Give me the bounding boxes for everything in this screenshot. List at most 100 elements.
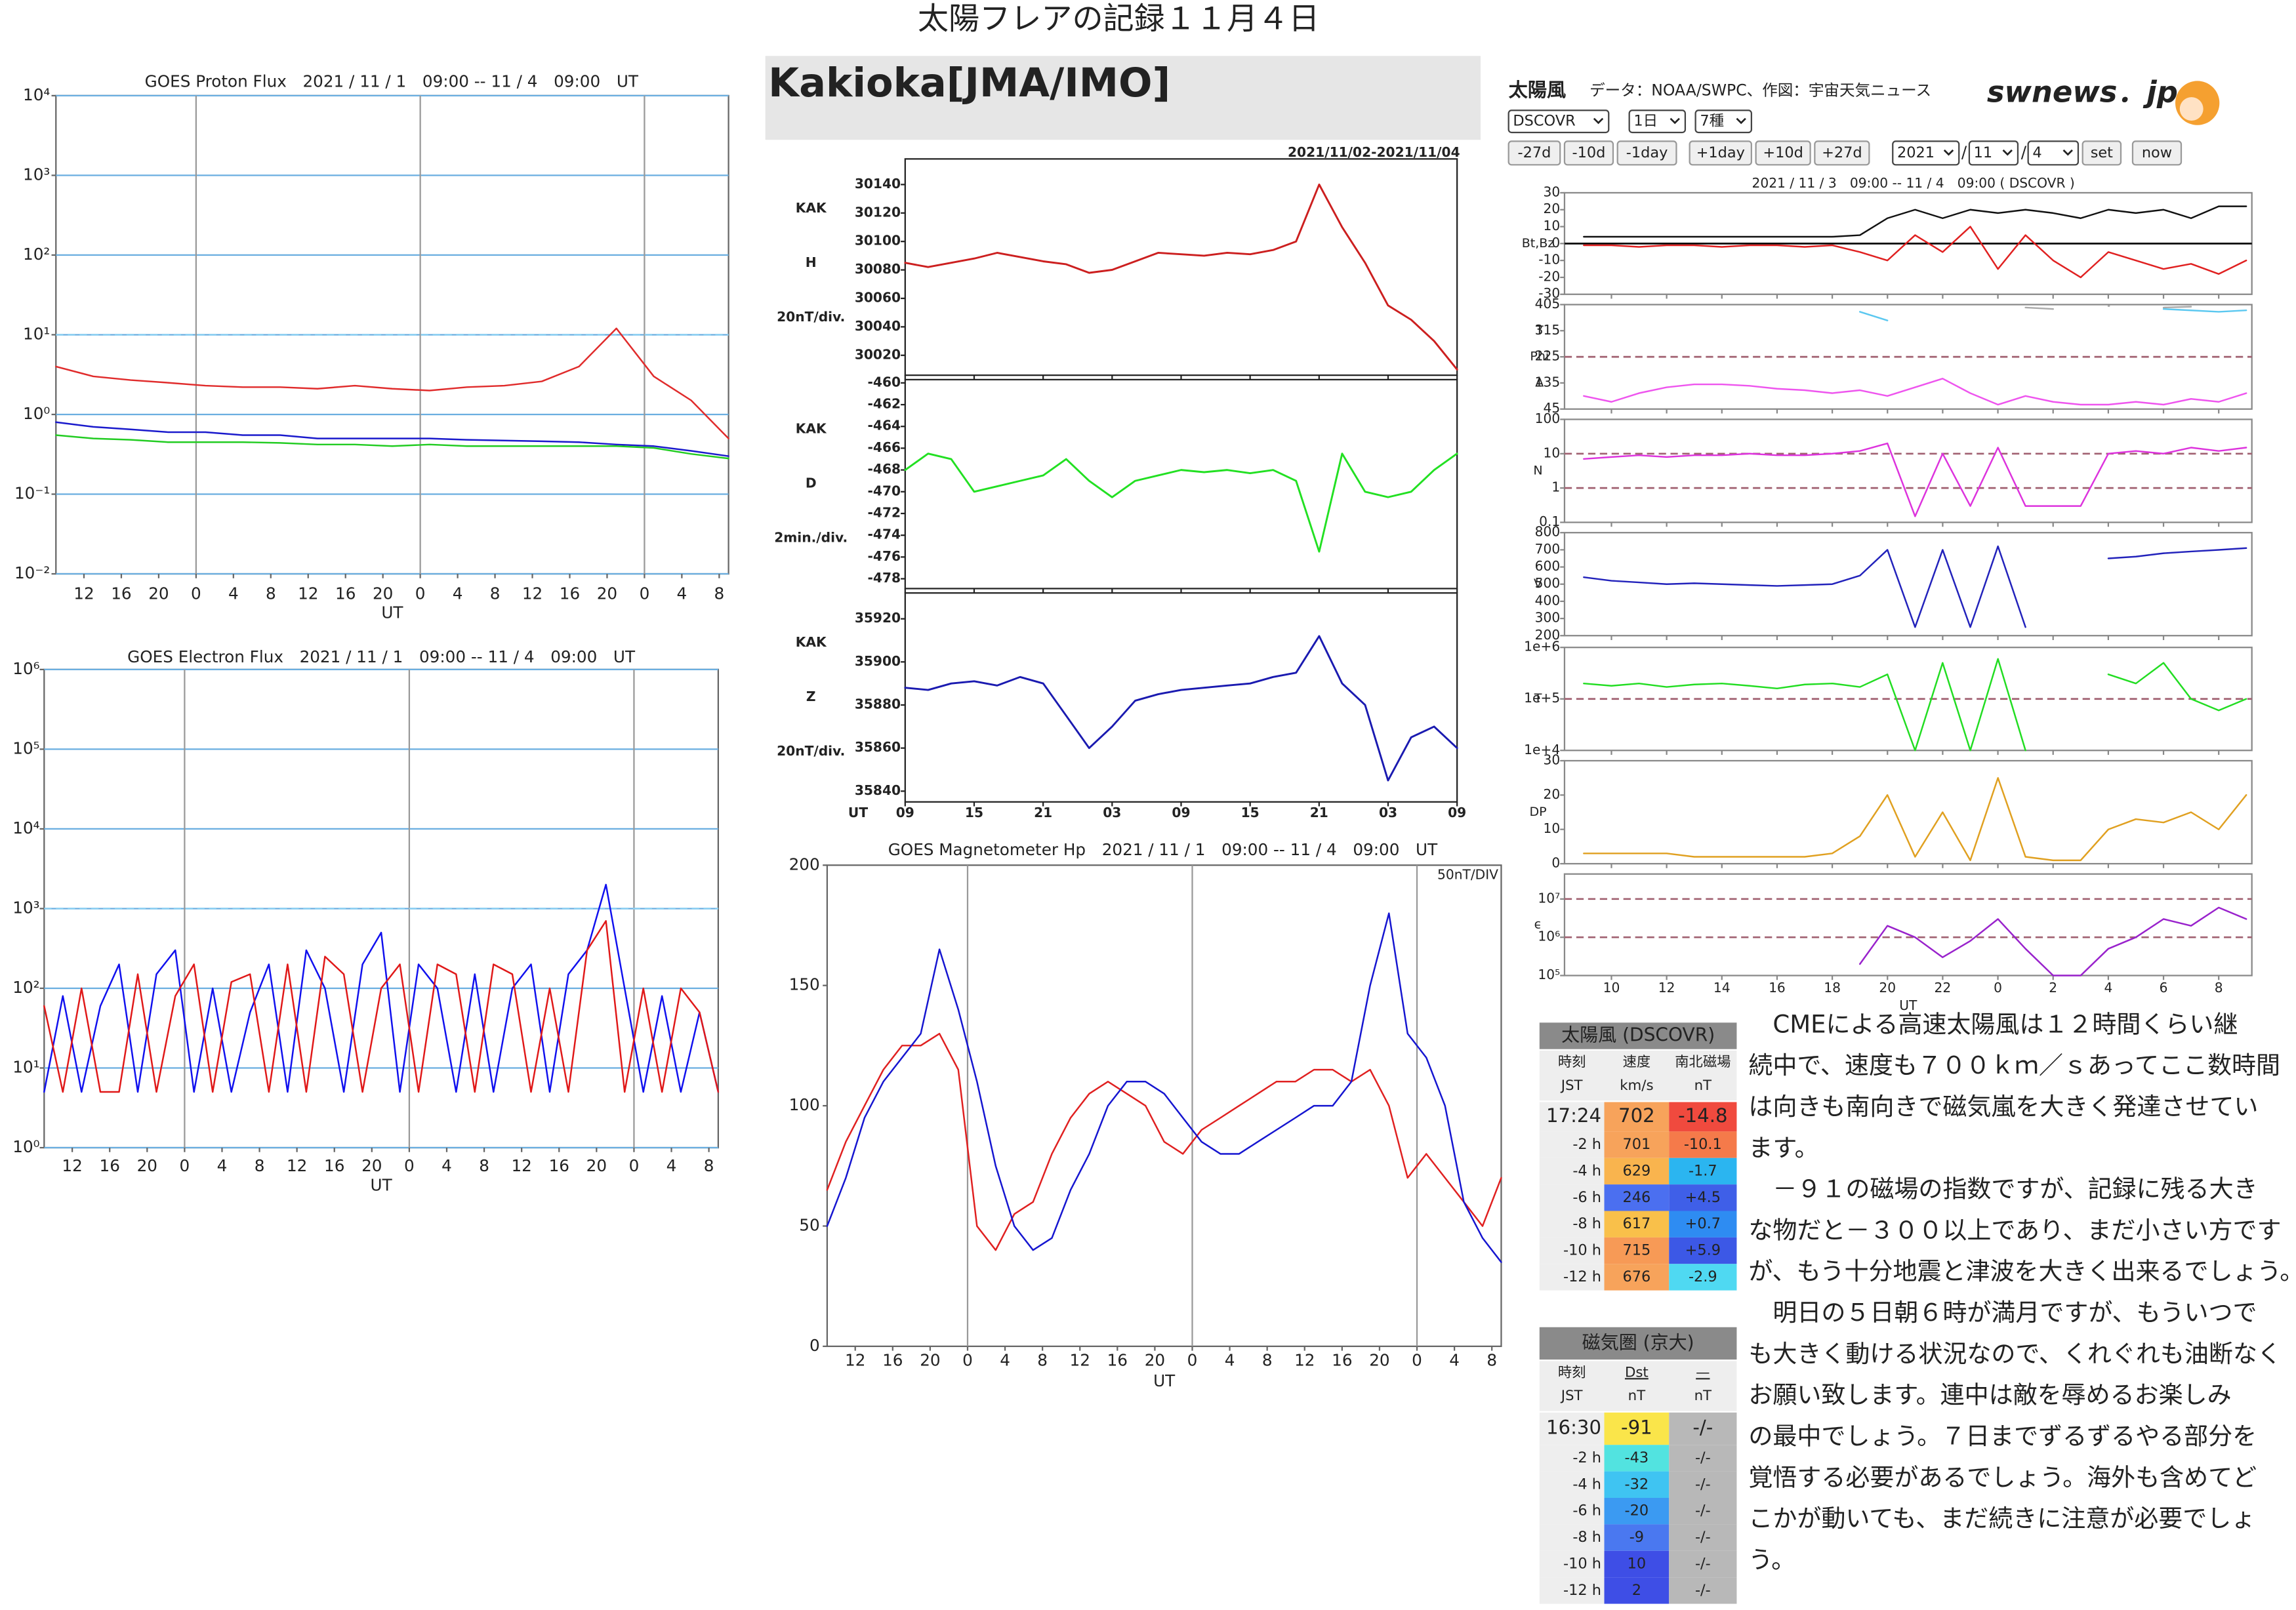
table-cell-bg: [1604, 1211, 1670, 1238]
x-tick-label: 2: [2049, 980, 2057, 996]
select-arrow[interactable]: [1736, 117, 1746, 125]
y-tick-label: 45: [1544, 400, 1561, 416]
data-line: [1583, 545, 2247, 628]
y-tick-label: -464: [868, 418, 901, 433]
select-value[interactable]: 1日: [1633, 113, 1658, 130]
button-label[interactable]: +10d: [1763, 144, 1803, 161]
button-label[interactable]: +27d: [1822, 144, 1862, 161]
select-value[interactable]: 2021: [1897, 144, 1935, 161]
article-line: の最中でしょう。７日までずるずるやる部分を: [1748, 1422, 2257, 1451]
button[interactable]: [1689, 140, 1752, 166]
select-arrow[interactable]: [1670, 117, 1680, 125]
select[interactable]: [1628, 110, 1687, 134]
y-tick-label: 30020: [855, 346, 901, 362]
x-tick-label: 20: [586, 1156, 607, 1175]
table-cell: 702: [1618, 1104, 1655, 1127]
button-label[interactable]: +1day: [1696, 144, 1745, 161]
table-cell: 17:24: [1546, 1104, 1601, 1127]
y-tick-label: 600: [1535, 558, 1561, 574]
y-tick-label: 0.1: [1539, 513, 1560, 529]
button[interactable]: [1563, 140, 1614, 166]
x-tick-label: 18: [1824, 980, 1841, 996]
table-cell: -10 h: [1563, 1242, 1601, 1259]
select[interactable]: [1507, 110, 1610, 134]
x-tick-label: 21: [1034, 805, 1052, 820]
select[interactable]: [2027, 140, 2080, 166]
data-line: [1583, 205, 2247, 238]
panel-label: ϵ: [1534, 917, 1542, 932]
y-tick-label: 10⁵: [12, 738, 39, 757]
y-tick-label: 10: [1544, 218, 1561, 233]
y-tick-label: 200: [1535, 627, 1561, 643]
y-tick-label: 10: [1544, 820, 1561, 836]
table-title-bar: [1539, 1327, 1737, 1360]
table-cell: -4 h: [1572, 1476, 1601, 1493]
button[interactable]: [2131, 140, 2183, 166]
table-header: JST: [1560, 1388, 1584, 1404]
x-tick-label: 14: [1713, 980, 1731, 996]
button[interactable]: [2081, 140, 2122, 166]
article-line: う。: [1748, 1546, 1795, 1574]
x-tick-label: 15: [1241, 805, 1260, 820]
table-header: km/s: [1620, 1077, 1653, 1094]
y-tick-label: 200: [789, 855, 820, 874]
table-cell: 715: [1622, 1242, 1650, 1259]
plot-area: [1563, 759, 2253, 865]
x-tick-label: 8: [255, 1156, 265, 1175]
button[interactable]: [1755, 140, 1811, 166]
button[interactable]: [1814, 140, 1870, 166]
chart-title: 2021 / 11 / 3 09:00 -- 11 / 4 09:00 ( DS…: [1752, 175, 2075, 191]
table-cell: -43: [1625, 1449, 1649, 1466]
select[interactable]: [1892, 140, 1960, 166]
table-cell-bg: [1539, 1157, 1605, 1185]
table-cell: -10.1: [1684, 1136, 1722, 1153]
button-label[interactable]: -10d: [1572, 144, 1606, 161]
x-tick-label: 20: [920, 1350, 940, 1369]
table-cell: 676: [1622, 1268, 1650, 1285]
table-header: nT: [1694, 1077, 1712, 1094]
select-arrow[interactable]: [1593, 117, 1604, 125]
button-label[interactable]: -27d: [1518, 144, 1551, 161]
select-arrow[interactable]: [2002, 149, 2013, 156]
table-cell: -/-: [1695, 1582, 1711, 1599]
y-tick-label: 100: [789, 1095, 820, 1114]
select-value[interactable]: 7種: [1700, 113, 1724, 130]
table-cell: -1.7: [1689, 1162, 1717, 1179]
table-cell: +4.5: [1685, 1189, 1721, 1206]
plot-area: [904, 158, 1458, 376]
table-header: nT: [1694, 1388, 1712, 1404]
button-label[interactable]: now: [2142, 144, 2172, 161]
data-line: [1858, 906, 2247, 976]
x-tick-label: 8: [1262, 1350, 1273, 1369]
y-tick-label: 30: [1544, 752, 1561, 767]
table-header: JST: [1560, 1077, 1584, 1094]
x-tick-label: 16: [100, 1156, 120, 1175]
x-tick-label: 09: [1172, 805, 1190, 820]
select-value[interactable]: 11: [1974, 144, 1993, 161]
x-tick-label: 0: [1994, 980, 2002, 996]
y-tick-label: 1e+6: [1524, 639, 1560, 654]
button[interactable]: [1616, 140, 1677, 166]
select-value[interactable]: 4: [2032, 144, 2041, 161]
table-header: nT: [1628, 1388, 1646, 1404]
y-tick-label: -474: [868, 527, 901, 542]
select-arrow[interactable]: [2062, 149, 2073, 156]
button-label[interactable]: -1day: [1626, 144, 1668, 161]
data-line: [904, 635, 1458, 782]
article-line: な物だと－３００以上であり、まだ小さい方です: [1748, 1216, 2281, 1244]
button[interactable]: [1507, 140, 1561, 166]
select[interactable]: [1694, 110, 1752, 134]
data-line: [1583, 442, 2247, 517]
data-line: [826, 1032, 1502, 1251]
button-label[interactable]: set: [2091, 144, 2113, 161]
kakioka-banner: [765, 56, 1481, 140]
table-cell-bg: [1604, 1524, 1670, 1551]
y-tick-label: 30080: [855, 261, 901, 277]
select-arrow[interactable]: [1943, 149, 1954, 156]
table-cell-bg: [1669, 1412, 1737, 1445]
select-value[interactable]: DSCOVR: [1513, 113, 1575, 130]
table-cell-bg: [1604, 1412, 1670, 1445]
y-tick-label: 35920: [855, 610, 901, 626]
select[interactable]: [1968, 140, 2019, 166]
plot-area: [904, 378, 1458, 590]
